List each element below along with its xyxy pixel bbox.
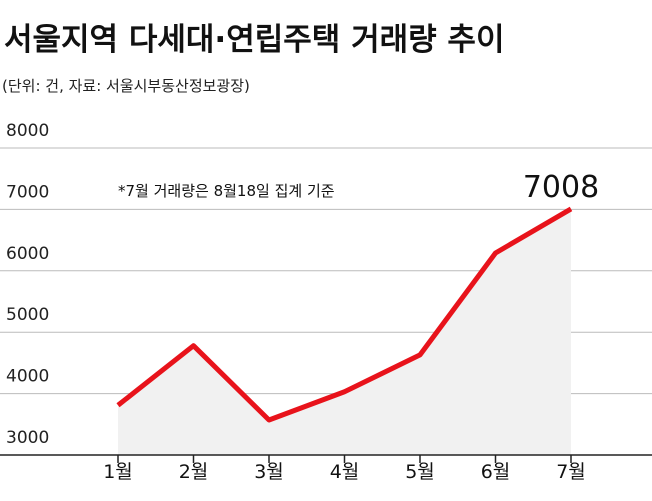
y-tick-label: 6000 — [6, 244, 49, 264]
y-tick-label: 7000 — [6, 182, 49, 202]
x-tick-label: 4월 — [330, 461, 360, 483]
line — [116, 206, 573, 423]
y-tick-label: 8000 — [6, 121, 49, 141]
annotation: *7월 거래량은 8월18일 집계 기준 — [118, 182, 335, 200]
x-tick-label: 7월 — [556, 461, 586, 483]
x-tick-label: 2월 — [179, 461, 209, 483]
chart-title: 서울지역 다세대·연립주택 거래량 추이 — [4, 22, 504, 58]
x-tick-label: 1월 — [103, 461, 133, 483]
area — [118, 208, 571, 455]
chart-subtitle: (단위: 건, 자료: 서울시부동산정보광장) — [2, 77, 250, 95]
value-label: 7008 — [523, 170, 599, 205]
y-tick-label: 5000 — [6, 305, 49, 325]
x-tick-label: 5월 — [405, 461, 435, 483]
y-tick-label: 3000 — [6, 428, 49, 448]
y-tick-label: 4000 — [6, 367, 49, 387]
x-tick-label: 6월 — [481, 461, 511, 483]
x-tick-label: 3월 — [254, 461, 284, 483]
